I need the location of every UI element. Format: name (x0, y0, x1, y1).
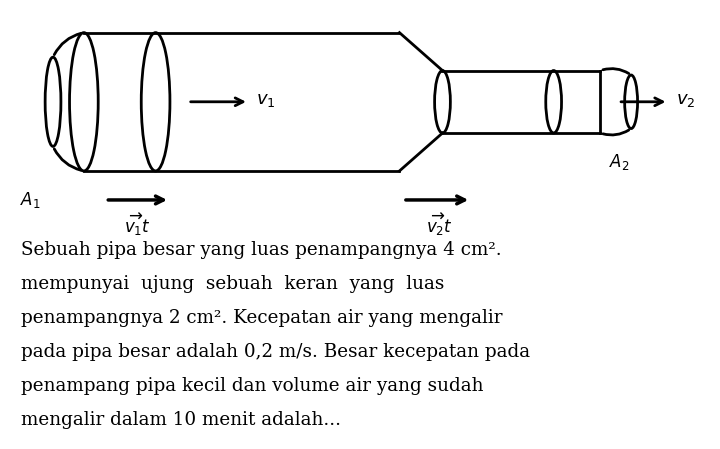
Text: Sebuah pipa besar yang luas penampangnya 4 cm².: Sebuah pipa besar yang luas penampangnya… (22, 242, 502, 260)
Text: $v_1$: $v_1$ (256, 91, 276, 109)
Text: $\overrightarrow{v_2}t$: $\overrightarrow{v_2}t$ (426, 211, 452, 238)
Text: penampangnya 2 cm². Kecepatan air yang mengalir: penampangnya 2 cm². Kecepatan air yang m… (22, 309, 503, 327)
Text: mengalir dalam 10 menit adalah...: mengalir dalam 10 menit adalah... (22, 411, 341, 429)
Text: $\overrightarrow{v_1}t$: $\overrightarrow{v_1}t$ (125, 211, 151, 238)
Text: $v_2$: $v_2$ (675, 91, 695, 109)
Text: mempunyai  ujung  sebuah  keran  yang  luas: mempunyai ujung sebuah keran yang luas (22, 275, 445, 293)
Text: penampang pipa kecil dan volume air yang sudah: penampang pipa kecil dan volume air yang… (22, 377, 484, 395)
Text: $A_2$: $A_2$ (609, 152, 630, 172)
Text: $A_1$: $A_1$ (19, 190, 40, 210)
Text: pada pipa besar adalah 0,2 m/s. Besar kecepatan pada: pada pipa besar adalah 0,2 m/s. Besar ke… (22, 343, 531, 361)
